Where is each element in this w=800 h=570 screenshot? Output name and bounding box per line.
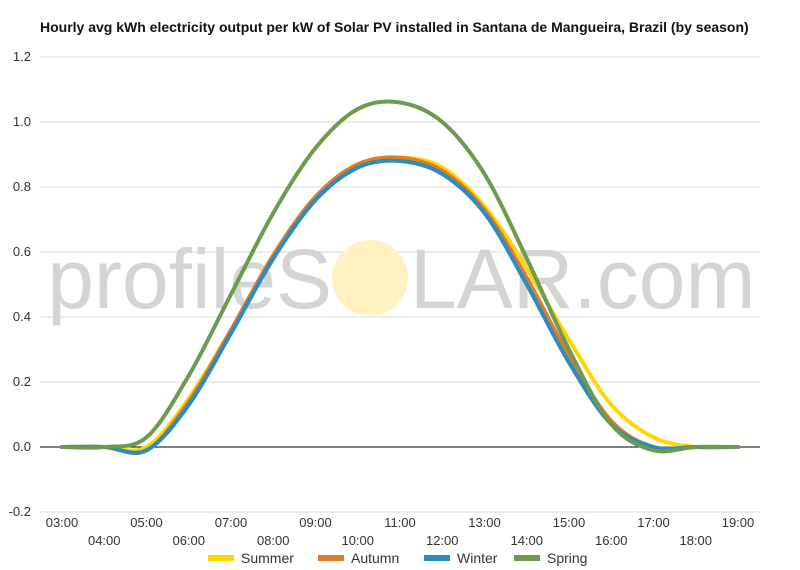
x-tick-label: 08:00 (257, 533, 290, 548)
y-tick-label: 0.2 (13, 374, 31, 389)
y-tick-label: 0.6 (13, 244, 31, 259)
chart-title: Hourly avg kWh electricity output per kW… (40, 19, 749, 35)
watermark-sun-icon (332, 240, 408, 316)
x-tick-label: 03:00 (46, 515, 79, 530)
x-tick-label: 05:00 (130, 515, 163, 530)
legend-swatch-autumn (318, 555, 344, 561)
legend: Summer Autumn Winter Spring (208, 550, 587, 566)
legend-swatch-spring (514, 555, 540, 561)
series-lines (60, 99, 740, 456)
legend-label-winter: Winter (457, 550, 498, 566)
y-tick-label: 0.8 (13, 179, 31, 194)
x-tick-label: 10:00 (341, 533, 374, 548)
x-tick-label: 16:00 (595, 533, 628, 548)
x-tick-label: 17:00 (637, 515, 670, 530)
x-tick-label: 19:00 (722, 515, 755, 530)
watermark-text-right: LAR.com (410, 232, 755, 326)
legend-swatch-winter (424, 555, 450, 561)
x-tick-label: 14:00 (510, 533, 543, 548)
legend-label-summer: Summer (241, 550, 294, 566)
profilesolar-watermark: profileS LAR.com (47, 232, 755, 326)
y-tick-label: -0.2 (9, 504, 31, 519)
y-tick-label: 0.4 (13, 309, 31, 324)
x-axis-ticks: 03:00 04:00 05:00 06:00 07:00 08:00 09:00 10:00… (46, 515, 755, 548)
grid (40, 56, 760, 513)
legend-label-spring: Spring (547, 550, 587, 566)
y-axis-ticks: -0.2 0.0 0.2 0.4 0.6 0.8 1.0 1.2 (9, 49, 31, 519)
x-tick-label: 15:00 (553, 515, 586, 530)
x-tick-label: 11:00 (384, 515, 416, 530)
legend-swatch-summer (208, 555, 234, 561)
series-line-spring (60, 99, 740, 454)
x-tick-label: 06:00 (172, 533, 205, 548)
legend-label-autumn: Autumn (351, 550, 399, 566)
y-tick-label: 1.0 (13, 114, 31, 129)
watermark-text-left: profileS (47, 232, 332, 326)
x-tick-label: 09:00 (299, 515, 332, 530)
x-tick-label: 04:00 (88, 533, 121, 548)
x-tick-label: 07:00 (215, 515, 248, 530)
y-tick-label: 1.2 (13, 49, 31, 64)
x-tick-label: 12:00 (426, 533, 459, 548)
x-tick-label: 13:00 (468, 515, 501, 530)
x-tick-label: 18:00 (679, 533, 712, 548)
y-tick-label: 0.0 (13, 439, 31, 454)
